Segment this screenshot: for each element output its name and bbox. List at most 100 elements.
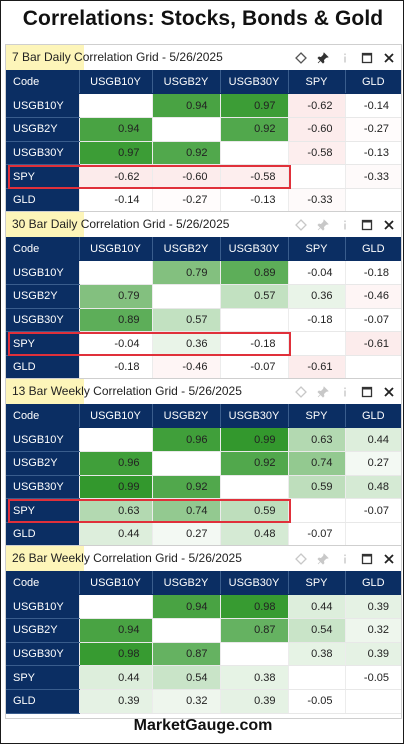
table-row[interactable]: SPY -0.62 -0.60 -0.58 -0.33 [6,164,401,189]
column-header[interactable]: SPY [287,237,345,262]
column-header[interactable]: GLD [344,237,401,262]
row-header[interactable]: USGB30Y [6,308,79,333]
maximize-icon[interactable] [361,219,373,231]
row-header[interactable]: SPY [6,331,79,356]
table-row[interactable]: USGB10Y 0.96 0.99 0.63 0.44 [6,427,401,452]
close-icon[interactable] [383,386,395,398]
panel-toolbar [295,379,395,404]
row-header[interactable]: USGB10Y [6,594,79,619]
correlation-cell: 0.59 [287,475,345,500]
table-row[interactable]: USGB10Y 0.94 0.98 0.44 0.39 [6,594,401,619]
diamond-icon[interactable] [295,385,307,398]
row-header[interactable]: GLD [6,689,79,714]
row-header[interactable]: SPY [6,164,79,189]
column-header[interactable]: USGB30Y [219,70,288,95]
column-header[interactable]: GLD [344,571,401,596]
table-row[interactable]: USGB2Y 0.79 0.57 0.36 -0.46 [6,284,401,309]
row-header[interactable]: USGB2Y [6,451,79,476]
column-header[interactable]: USGB10Y [78,404,152,429]
table-row[interactable]: GLD 0.44 0.27 0.48 -0.07 [6,522,401,547]
close-icon[interactable] [383,553,395,565]
row-header[interactable]: USGB10Y [6,427,79,452]
row-header[interactable]: GLD [6,355,79,380]
table-row[interactable]: SPY 0.44 0.54 0.38 -0.05 [6,665,401,690]
correlation-cell: 0.98 [219,594,288,619]
column-header[interactable]: USGB30Y [219,571,288,596]
column-header[interactable]: SPY [287,571,345,596]
row-header[interactable]: USGB30Y [6,475,79,500]
pin-icon[interactable] [317,385,329,398]
code-column-header[interactable]: Code [6,237,79,262]
maximize-icon[interactable] [361,553,373,565]
row-header[interactable]: USGB30Y [6,141,79,166]
table-row[interactable]: USGB10Y 0.94 0.97 -0.62 -0.14 [6,93,401,118]
correlation-cell [344,355,401,380]
maximize-icon[interactable] [361,386,373,398]
row-header[interactable]: SPY [6,665,79,690]
table-row[interactable]: USGB30Y 0.89 0.57 -0.18 -0.07 [6,308,401,333]
code-column-header[interactable]: Code [6,70,79,95]
row-header[interactable]: GLD [6,188,79,213]
correlation-cell [219,475,288,500]
panel-title: 26 Bar Weekly Correlation Grid - 5/26/20… [12,551,242,565]
correlation-cell: -0.18 [78,355,152,380]
info-icon[interactable] [339,553,351,565]
column-header[interactable]: USGB30Y [219,237,288,262]
row-header[interactable]: USGB10Y [6,93,79,118]
info-icon[interactable] [339,52,351,64]
correlation-cell: -0.62 [287,93,345,118]
code-column-header[interactable]: Code [6,571,79,596]
column-header[interactable]: USGB2Y [151,237,220,262]
maximize-icon[interactable] [361,52,373,64]
column-header[interactable]: USGB2Y [151,404,220,429]
close-icon[interactable] [383,52,395,64]
correlation-cell: 0.92 [219,451,288,476]
table-row[interactable]: USGB30Y 0.99 0.92 0.59 0.48 [6,475,401,500]
row-header[interactable]: SPY [6,498,79,523]
row-header[interactable]: USGB2Y [6,117,79,142]
info-icon[interactable] [339,219,351,231]
correlation-grid: Code USGB10Y USGB2Y USGB30Y SPY GLD USGB10Y 0.9… [6,571,401,714]
table-row[interactable]: USGB30Y 0.97 0.92 -0.58 -0.13 [6,141,401,166]
column-header[interactable]: USGB10Y [78,571,152,596]
column-header[interactable]: USGB2Y [151,70,220,95]
diamond-icon[interactable] [295,552,307,565]
correlation-cell: -0.13 [344,141,401,166]
table-row[interactable]: USGB10Y 0.79 0.89 -0.04 -0.18 [6,260,401,285]
column-header[interactable]: USGB30Y [219,404,288,429]
column-header[interactable]: USGB10Y [78,237,152,262]
info-icon[interactable] [339,386,351,398]
row-header[interactable]: USGB2Y [6,618,79,643]
row-header[interactable]: USGB10Y [6,260,79,285]
correlation-cell: 0.92 [219,117,288,142]
table-row[interactable]: USGB2Y 0.94 0.92 -0.60 -0.27 [6,117,401,142]
table-row[interactable]: SPY -0.04 0.36 -0.18 -0.61 [6,331,401,356]
row-header[interactable]: USGB2Y [6,284,79,309]
column-header[interactable]: GLD [344,404,401,429]
table-row[interactable]: USGB2Y 0.94 0.87 0.54 0.32 [6,618,401,643]
table-row[interactable]: SPY 0.63 0.74 0.59 -0.07 [6,498,401,523]
row-header[interactable]: USGB30Y [6,642,79,667]
table-row[interactable]: USGB2Y 0.96 0.92 0.74 0.27 [6,451,401,476]
table-row[interactable]: GLD -0.14 -0.27 -0.13 -0.33 [6,188,401,213]
table-row[interactable]: USGB30Y 0.98 0.87 0.38 0.39 [6,642,401,667]
correlation-cell: -0.04 [287,260,345,285]
pin-icon[interactable] [317,51,329,64]
column-header[interactable]: USGB10Y [78,70,152,95]
close-icon[interactable] [383,219,395,231]
table-row[interactable]: GLD 0.39 0.32 0.39 -0.05 [6,689,401,714]
table-row[interactable]: GLD -0.18 -0.46 -0.07 -0.61 [6,355,401,380]
correlation-cell: -0.46 [151,355,220,380]
pin-icon[interactable] [317,552,329,565]
row-header[interactable]: GLD [6,522,79,547]
code-column-header[interactable]: Code [6,404,79,429]
column-header[interactable]: SPY [287,404,345,429]
column-header[interactable]: SPY [287,70,345,95]
pin-icon[interactable] [317,218,329,231]
page-title: Correlations: Stocks, Bonds & Gold [22,7,384,30]
column-header[interactable]: GLD [344,70,401,95]
correlation-cell [151,451,220,476]
diamond-icon[interactable] [295,51,307,64]
column-header[interactable]: USGB2Y [151,571,220,596]
diamond-icon[interactable] [295,218,307,231]
